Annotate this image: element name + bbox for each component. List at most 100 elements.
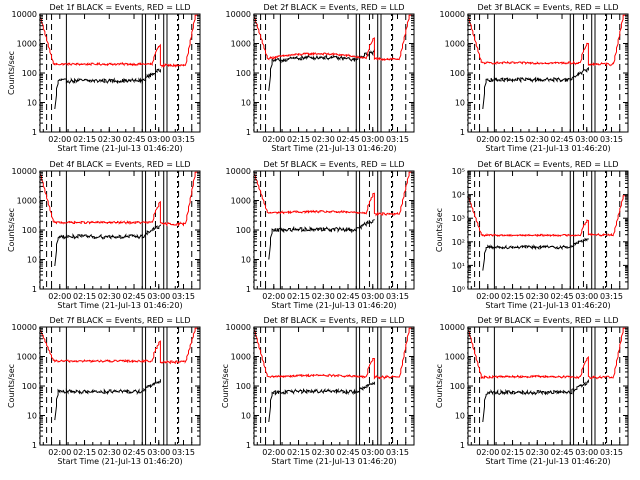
- detector-panel-8: Det 8f BLACK = Events, RED = LLD 1 10 100 10…: [221, 316, 415, 466]
- plot-frame: [467, 13, 629, 133]
- panel-title: Det 8f BLACK = Events, RED = LLD: [263, 316, 404, 325]
- y-tick-label: 1000: [231, 353, 251, 362]
- x-tick-label: 02:30: [312, 292, 335, 301]
- x-tick-label: 03:00: [147, 448, 170, 457]
- y-tick-label: 10⁴: [452, 191, 465, 200]
- x-tick-label: 02:00: [262, 292, 285, 301]
- y-tick-label: 1000: [17, 40, 37, 49]
- x-tick-label: 02:00: [262, 448, 285, 457]
- x-tick-label: 02:00: [476, 292, 499, 301]
- y-tick-label: 100: [22, 382, 37, 391]
- lld-series-line: [253, 171, 413, 217]
- y-tick-label: 10: [241, 256, 251, 265]
- x-tick-label: 02:15: [287, 135, 310, 144]
- plot-frame: [467, 170, 629, 290]
- x-axis-label: Start Time (21-Jul-13 01:46:20): [271, 301, 396, 310]
- x-tick-label: 03:15: [172, 135, 195, 144]
- x-tick-label: 02:15: [73, 135, 96, 144]
- y-tick-label: 1000: [231, 197, 251, 206]
- lld-series-line: [39, 171, 199, 227]
- x-tick-label: 02:45: [122, 135, 145, 144]
- x-tick-label: 02:00: [48, 448, 71, 457]
- y-tick-label: 10000: [226, 10, 251, 19]
- y-tick-label: 10000: [226, 323, 251, 332]
- y-tick-label: 10000: [12, 323, 37, 332]
- y-tick-label: 100: [22, 69, 37, 78]
- y-tick-label: 1: [246, 441, 251, 450]
- detector-panel-6: Det 6f BLACK = Events, RED = LLD 10⁰ 10¹ 10…: [435, 160, 629, 310]
- x-tick-label: 02:00: [48, 292, 71, 301]
- x-tick-label: 02:00: [262, 135, 285, 144]
- y-tick-label: 100: [450, 69, 465, 78]
- y-tick-label: 10⁰: [452, 285, 465, 294]
- y-tick-label: 10: [27, 99, 37, 108]
- y-axis-label: Counts/sec: [7, 51, 16, 95]
- y-tick-label: 10000: [12, 167, 37, 176]
- y-tick-label: 1: [246, 128, 251, 137]
- x-tick-label: 02:30: [312, 448, 335, 457]
- events-series-line: [54, 68, 161, 110]
- y-tick-label: 1000: [231, 40, 251, 49]
- x-tick-label: 02:15: [287, 292, 310, 301]
- panel-title: Det 3f BLACK = Events, RED = LLD: [477, 3, 618, 12]
- x-tick-label: 02:15: [501, 448, 524, 457]
- y-tick-label: 10: [27, 412, 37, 421]
- events-series-line: [482, 237, 589, 271]
- x-tick-label: 02:45: [336, 135, 359, 144]
- x-tick-label: 03:00: [575, 135, 598, 144]
- y-tick-label: 1000: [17, 353, 37, 362]
- y-tick-label: 10: [241, 412, 251, 421]
- y-axis-label: Counts/sec: [7, 208, 16, 252]
- x-tick-label: 02:15: [501, 135, 524, 144]
- x-tick-label: 02:30: [526, 448, 549, 457]
- y-tick-label: 1: [460, 128, 465, 137]
- panel-title: Det 2f BLACK = Events, RED = LLD: [263, 3, 404, 12]
- y-tick-label: 1: [460, 441, 465, 450]
- x-tick-label: 03:15: [600, 135, 623, 144]
- y-tick-label: 10³: [452, 214, 465, 223]
- events-series-line: [54, 224, 161, 267]
- x-tick-label: 03:00: [361, 292, 384, 301]
- y-tick-label: 10: [27, 256, 37, 265]
- events-series-line: [54, 379, 161, 421]
- y-tick-label: 10⁵: [452, 167, 465, 176]
- y-tick-label: 1000: [445, 353, 465, 362]
- x-axis-label: Start Time (21-Jul-13 01:46:20): [485, 457, 610, 466]
- x-tick-label: 02:45: [122, 448, 145, 457]
- y-tick-label: 1: [32, 285, 37, 294]
- x-tick-label: 03:15: [172, 448, 195, 457]
- x-axis-label: Start Time (21-Jul-13 01:46:20): [57, 457, 182, 466]
- x-tick-label: 02:30: [98, 135, 121, 144]
- y-tick-label: 10²: [452, 238, 465, 247]
- x-tick-label: 02:30: [526, 292, 549, 301]
- x-tick-label: 02:30: [98, 292, 121, 301]
- x-tick-label: 03:00: [361, 135, 384, 144]
- panel-title: Det 1f BLACK = Events, RED = LLD: [49, 3, 190, 12]
- detector-panel-7: Det 7f BLACK = Events, RED = LLD 1 10 100 10…: [7, 316, 201, 466]
- x-tick-label: 02:45: [550, 448, 573, 457]
- x-tick-label: 03:00: [147, 135, 170, 144]
- lld-series-line: [253, 14, 413, 61]
- x-tick-label: 02:45: [550, 292, 573, 301]
- x-tick-label: 03:00: [575, 292, 598, 301]
- x-tick-label: 02:45: [336, 292, 359, 301]
- events-series-line: [268, 219, 375, 260]
- lld-series-line: [467, 327, 627, 380]
- x-tick-label: 02:45: [336, 448, 359, 457]
- y-tick-label: 10: [241, 99, 251, 108]
- x-tick-label: 03:15: [386, 135, 409, 144]
- panel-title: Det 9f BLACK = Events, RED = LLD: [477, 316, 618, 325]
- lld-series-line: [39, 327, 199, 365]
- y-axis-label: Counts/sec: [7, 364, 16, 408]
- plot-frame: [253, 326, 415, 446]
- x-axis-label: Start Time (21-Jul-13 01:46:20): [271, 457, 396, 466]
- x-tick-label: 02:15: [73, 292, 96, 301]
- x-axis-label: Start Time (21-Jul-13 01:46:20): [57, 144, 182, 153]
- y-tick-label: 100: [22, 226, 37, 235]
- x-tick-label: 02:00: [476, 448, 499, 457]
- y-tick-label: 10¹: [452, 261, 465, 270]
- plot-frame: [253, 13, 415, 133]
- plot-frame: [39, 170, 201, 290]
